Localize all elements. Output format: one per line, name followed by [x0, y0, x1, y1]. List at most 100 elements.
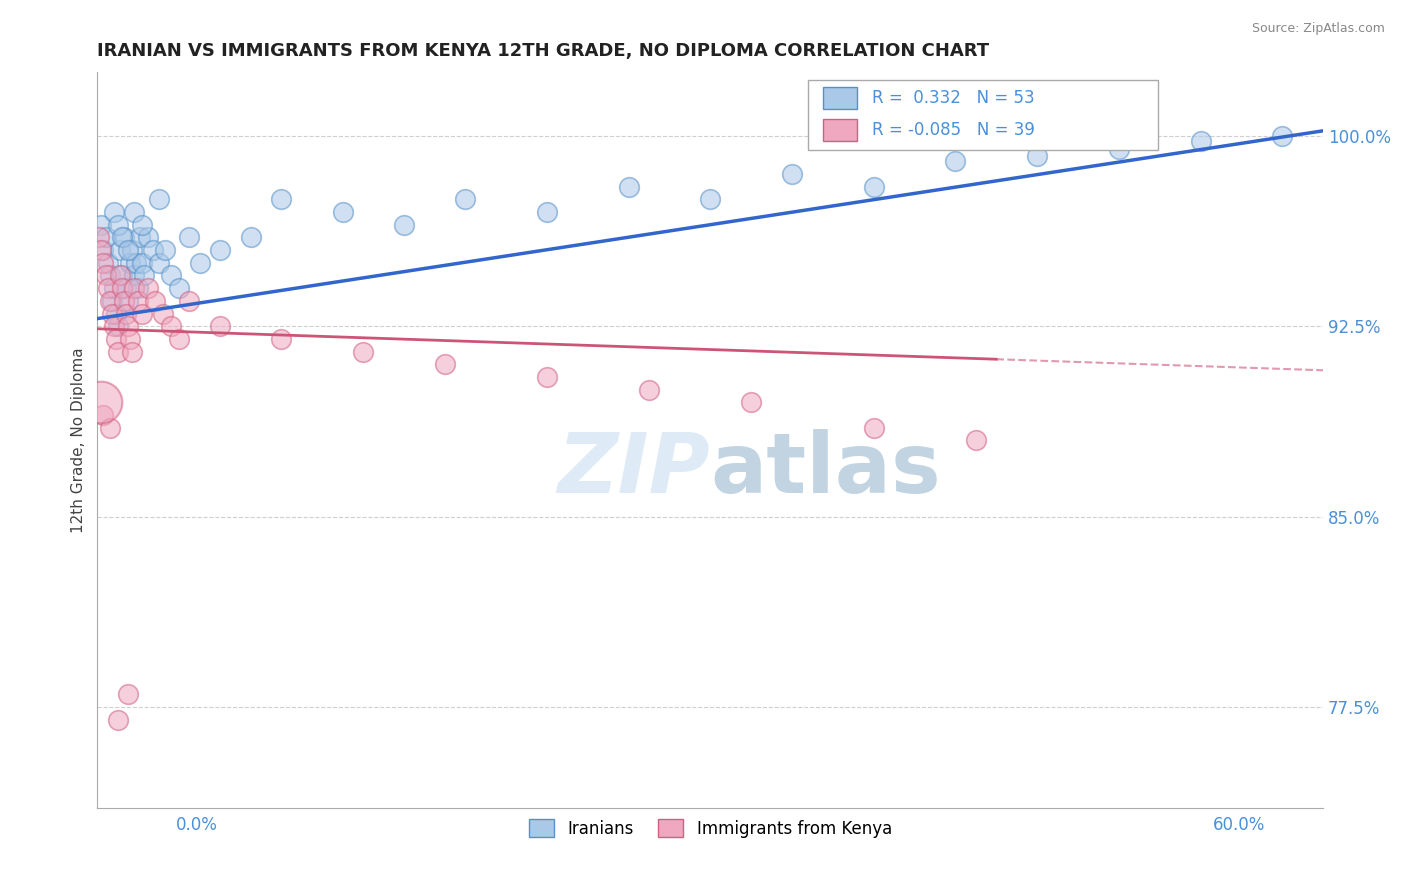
Point	[118, 332, 141, 346]
Point	[617, 179, 640, 194]
Text: IRANIAN VS IMMIGRANTS FROM KENYA 12TH GRADE, NO DIPLOMA CORRELATION CHART: IRANIAN VS IMMIGRANTS FROM KENYA 12TH GR…	[97, 42, 990, 60]
Point	[115, 306, 138, 320]
Point	[208, 319, 231, 334]
Point	[117, 319, 139, 334]
Text: atlas: atlas	[710, 429, 941, 510]
Point	[90, 395, 112, 409]
Point	[118, 256, 141, 270]
Point	[148, 192, 170, 206]
FancyBboxPatch shape	[808, 79, 1157, 150]
Point	[98, 293, 121, 308]
Point	[131, 218, 153, 232]
Point	[138, 281, 160, 295]
Point	[93, 256, 115, 270]
Text: ZIP: ZIP	[558, 429, 710, 510]
Point	[127, 281, 149, 295]
Point	[93, 243, 115, 257]
Point	[152, 306, 174, 320]
FancyBboxPatch shape	[823, 87, 858, 109]
Point	[125, 256, 148, 270]
Point	[129, 230, 152, 244]
Point	[108, 268, 131, 283]
Point	[121, 243, 143, 257]
Point	[115, 281, 138, 295]
Point	[103, 319, 125, 334]
Text: Source: ZipAtlas.com: Source: ZipAtlas.com	[1251, 22, 1385, 36]
Point	[97, 256, 120, 270]
Point	[104, 306, 127, 320]
Point	[392, 218, 415, 232]
Point	[148, 256, 170, 270]
Point	[179, 230, 201, 244]
FancyBboxPatch shape	[823, 119, 858, 141]
Point	[131, 306, 153, 320]
Point	[111, 230, 134, 244]
Point	[536, 205, 558, 219]
Point	[208, 243, 231, 257]
Point	[93, 408, 115, 422]
Point	[167, 281, 190, 295]
Point	[108, 243, 131, 257]
Y-axis label: 12th Grade, No Diploma: 12th Grade, No Diploma	[72, 348, 86, 533]
Point	[332, 205, 354, 219]
Point	[270, 192, 292, 206]
Point	[179, 293, 201, 308]
Point	[433, 357, 456, 371]
Point	[98, 268, 121, 283]
Point	[127, 293, 149, 308]
Text: R = -0.085   N = 39: R = -0.085 N = 39	[872, 120, 1035, 139]
Point	[131, 256, 153, 270]
Point	[160, 268, 183, 283]
Point	[638, 383, 661, 397]
Point	[107, 319, 129, 334]
Point	[94, 268, 117, 283]
Point	[965, 434, 987, 448]
Point	[90, 218, 112, 232]
Point	[90, 243, 112, 257]
Point	[1108, 142, 1130, 156]
Point	[89, 230, 111, 244]
Point	[1189, 134, 1212, 148]
Point	[98, 421, 121, 435]
Point	[94, 230, 117, 244]
Point	[862, 421, 884, 435]
Point	[1026, 149, 1049, 163]
Point	[1271, 128, 1294, 143]
Point	[134, 268, 156, 283]
Point	[780, 167, 803, 181]
Point	[122, 205, 145, 219]
Point	[122, 281, 145, 295]
Point	[699, 192, 721, 206]
Text: 0.0%: 0.0%	[176, 816, 218, 834]
Point	[740, 395, 762, 409]
Point	[111, 281, 134, 295]
Point	[112, 293, 135, 308]
Point	[97, 281, 120, 295]
Point	[104, 332, 127, 346]
Point	[100, 306, 122, 320]
Point	[153, 243, 176, 257]
Point	[107, 713, 129, 727]
Point	[117, 687, 139, 701]
Point	[454, 192, 477, 206]
Point	[122, 268, 145, 283]
Point	[103, 281, 125, 295]
Point	[862, 179, 884, 194]
Point	[239, 230, 262, 244]
Point	[138, 230, 160, 244]
Point	[167, 332, 190, 346]
Point	[141, 243, 163, 257]
Point	[100, 293, 122, 308]
Point	[945, 154, 967, 169]
Point	[121, 344, 143, 359]
Point	[536, 370, 558, 384]
Point	[270, 332, 292, 346]
Point	[117, 243, 139, 257]
Text: 60.0%: 60.0%	[1213, 816, 1265, 834]
Legend: Iranians, Immigrants from Kenya: Iranians, Immigrants from Kenya	[522, 813, 898, 844]
Point	[143, 293, 166, 308]
Point	[188, 256, 211, 270]
Point	[160, 319, 183, 334]
Point	[107, 344, 129, 359]
Point	[111, 268, 134, 283]
